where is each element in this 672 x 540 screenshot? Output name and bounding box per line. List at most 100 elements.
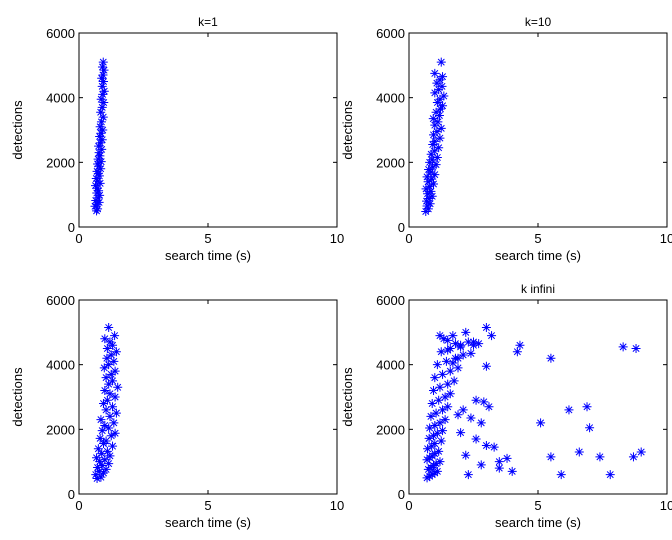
data-point — [458, 405, 468, 415]
data-point — [104, 459, 114, 469]
data-point — [434, 85, 444, 95]
data-point — [434, 110, 444, 120]
data-point — [100, 334, 110, 344]
data-point — [108, 402, 118, 412]
data-point — [448, 358, 458, 368]
data-point — [484, 402, 494, 412]
data-point — [92, 183, 102, 193]
data-point — [94, 197, 104, 207]
data-point — [425, 471, 435, 481]
data-point — [423, 189, 433, 199]
data-point — [95, 457, 105, 467]
data-point — [430, 170, 440, 180]
data-point — [95, 122, 105, 132]
data-point — [108, 376, 118, 386]
data-point — [430, 420, 440, 430]
y-tick-label: 6000 — [46, 26, 75, 41]
subplot-4: 0 5 10 0 2000 4000 6000 search time (s) detectio… — [340, 282, 672, 530]
data-point — [94, 141, 104, 151]
y-tick-label: 4000 — [46, 91, 75, 106]
data-point — [422, 201, 432, 211]
data-point — [99, 363, 109, 373]
data-point — [96, 107, 106, 117]
data-point — [430, 68, 440, 78]
data-point — [99, 65, 109, 75]
data-point — [106, 369, 116, 379]
data-point — [481, 361, 491, 371]
data-point — [443, 345, 453, 355]
data-point — [441, 356, 451, 366]
data-point — [93, 159, 103, 169]
data-point — [426, 411, 436, 421]
data-point — [440, 415, 450, 425]
data-point — [99, 398, 109, 408]
data-point — [101, 464, 111, 474]
data-point — [94, 171, 104, 181]
plot-area — [408, 299, 668, 495]
data-point — [101, 405, 111, 415]
data-point — [432, 127, 442, 137]
data-point — [422, 473, 432, 483]
x-axis-label: search time (s) — [165, 515, 251, 530]
data-point — [104, 322, 114, 332]
data-point — [105, 411, 115, 421]
data-point — [435, 133, 445, 143]
data-point — [430, 88, 440, 98]
data-point — [448, 331, 458, 341]
data-point — [96, 164, 106, 174]
x-tick-label: 5 — [534, 498, 541, 513]
data-point — [96, 415, 106, 425]
data-point — [105, 451, 115, 461]
data-point — [436, 347, 446, 357]
data-point — [102, 353, 112, 363]
data-point — [439, 91, 449, 101]
data-point — [436, 436, 446, 446]
data-point — [97, 461, 107, 471]
plot-area — [78, 32, 338, 228]
data-point — [461, 327, 471, 337]
data-point — [631, 344, 641, 353]
x-axis-label: search time (s) — [165, 248, 251, 263]
data-point — [93, 154, 103, 164]
data-point — [102, 344, 112, 353]
data-point — [427, 398, 437, 408]
data-point — [97, 81, 107, 91]
data-point — [449, 376, 459, 386]
data-point — [97, 449, 107, 459]
data-point — [97, 73, 107, 83]
y-tick-label: 0 — [398, 487, 405, 502]
subplot-3: 0 5 10 0 2000 4000 6000 search time (s) detectio… — [10, 293, 344, 530]
data-point — [443, 402, 453, 412]
x-tick-label: 10 — [660, 231, 672, 246]
data-point — [110, 366, 120, 376]
data-point — [98, 89, 108, 99]
data-point — [92, 453, 102, 463]
data-point — [108, 441, 118, 451]
data-point — [97, 144, 107, 154]
chart-title: k=1 — [198, 15, 218, 29]
data-point — [100, 455, 110, 465]
data-point — [463, 337, 473, 347]
data-point — [435, 418, 445, 428]
data-point — [432, 466, 442, 476]
data-point — [105, 389, 115, 399]
data-point — [91, 181, 101, 191]
y-tick-label: 4000 — [46, 358, 75, 373]
y-axis-label: detections — [10, 100, 25, 160]
data-point — [479, 397, 489, 407]
data-point — [101, 436, 111, 446]
data-point — [438, 101, 448, 111]
data-point — [481, 441, 491, 450]
data-point — [431, 459, 441, 469]
data-point — [430, 136, 440, 146]
x-tick-label: 0 — [405, 231, 412, 246]
y-tick-label: 0 — [398, 220, 405, 235]
subplot-2: 0 5 10 0 2000 4000 6000 search time (s) detectio… — [340, 15, 672, 263]
x-tick-label: 10 — [660, 498, 672, 513]
data-point — [453, 353, 463, 363]
data-point — [481, 322, 491, 332]
data-point — [431, 408, 441, 418]
data-point — [434, 446, 444, 456]
data-point — [466, 413, 476, 423]
x-tick-label: 0 — [75, 231, 82, 246]
